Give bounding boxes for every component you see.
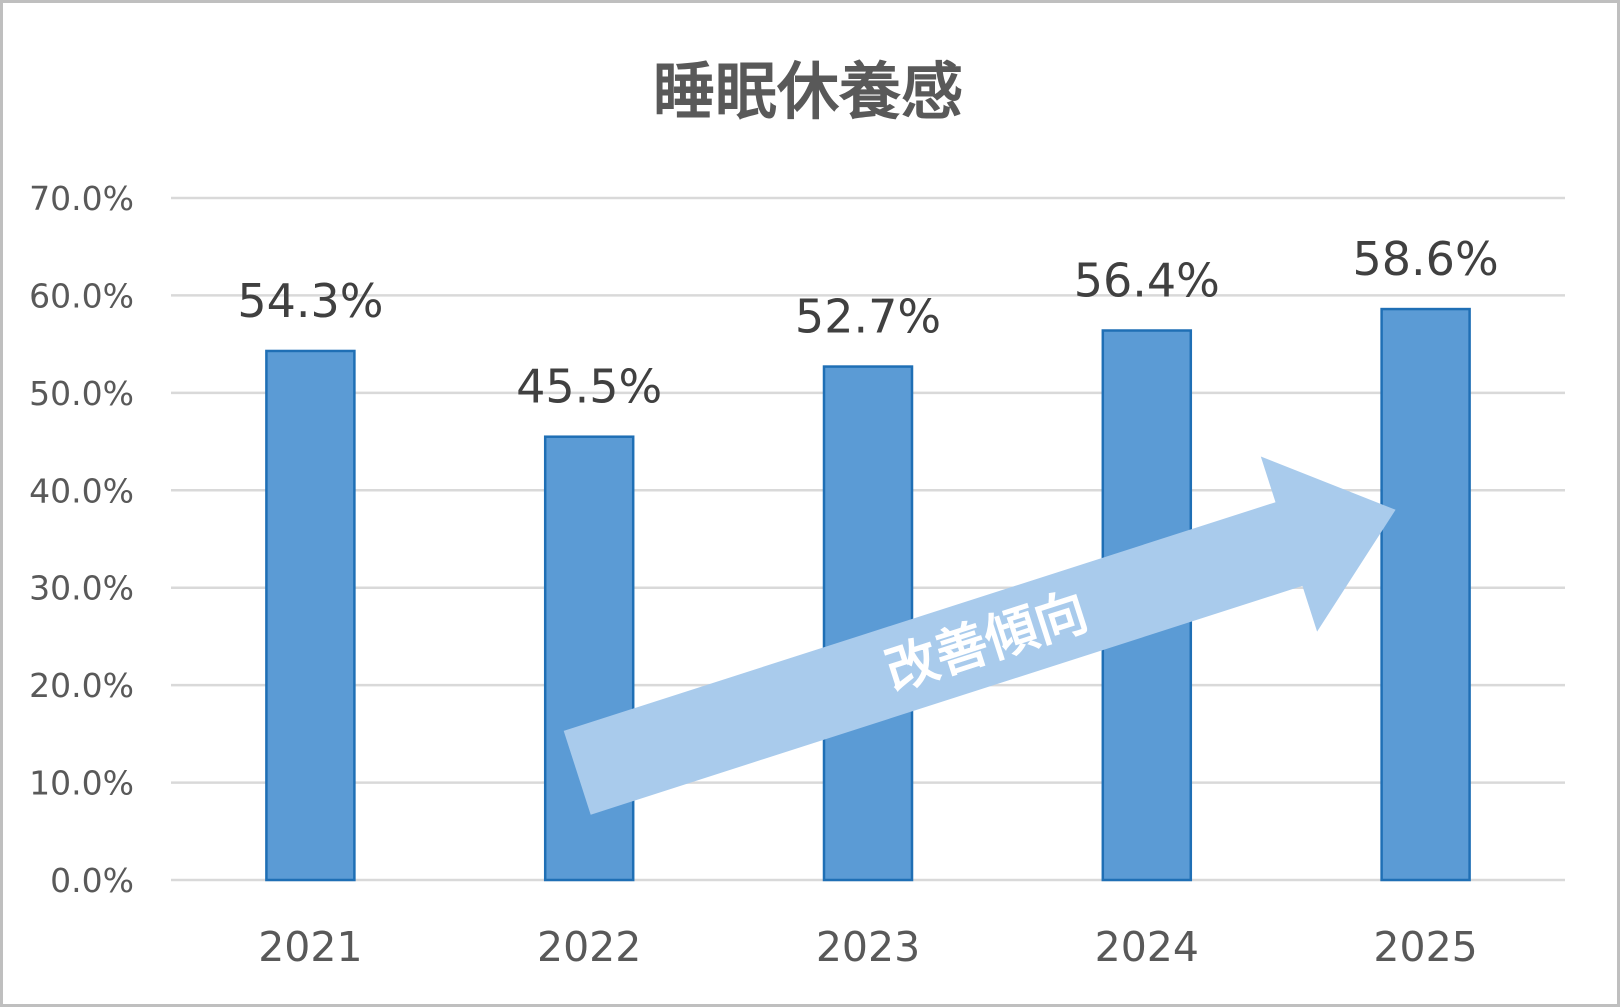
y-tick-label: 50.0% — [29, 374, 134, 413]
x-axis-ticks: 2021 2022 2023 2024 2025 — [258, 923, 1478, 971]
data-label-2022: 45.5% — [516, 360, 662, 414]
bar-chart: 睡眠休養感 0.0% 10.0% 20.0% 30.0% 40.0% 50.0% 60.0%… — [29, 55, 1565, 971]
data-label-2025: 58.6% — [1353, 232, 1499, 286]
x-tick-label-2022: 2022 — [537, 923, 641, 971]
bar-2021 — [265, 349, 356, 882]
bar-2022 — [543, 435, 635, 882]
y-tick-label: 0.0% — [50, 861, 134, 900]
x-tick-label-2025: 2025 — [1373, 923, 1477, 971]
y-tick-label: 20.0% — [29, 666, 134, 705]
data-label-2023: 52.7% — [795, 290, 941, 344]
trend-arrow-shape — [563, 456, 1396, 815]
x-tick-label-2021: 2021 — [258, 923, 362, 971]
chart-title: 睡眠休養感 — [653, 55, 963, 128]
bars — [265, 307, 1471, 882]
y-tick-label: 60.0% — [29, 276, 134, 315]
y-axis-ticks: 0.0% 10.0% 20.0% 30.0% 40.0% 50.0% 60.0% 70.0% — [29, 179, 134, 900]
data-label-2024: 56.4% — [1074, 254, 1220, 308]
data-labels: 54.3% 45.5% 52.7% 56.4% 58.6% — [237, 232, 1498, 414]
data-label-2021: 54.3% — [237, 274, 383, 328]
y-tick-label: 40.0% — [29, 471, 134, 510]
x-tick-label-2023: 2023 — [816, 923, 920, 971]
y-tick-label: 70.0% — [29, 179, 134, 218]
bar-2023 — [822, 365, 914, 882]
y-tick-label: 10.0% — [29, 764, 134, 803]
x-tick-label-2024: 2024 — [1095, 923, 1199, 971]
trend-arrow: 改善傾向 — [563, 456, 1396, 815]
y-tick-label: 30.0% — [29, 569, 134, 608]
bar-2025 — [1380, 307, 1471, 882]
